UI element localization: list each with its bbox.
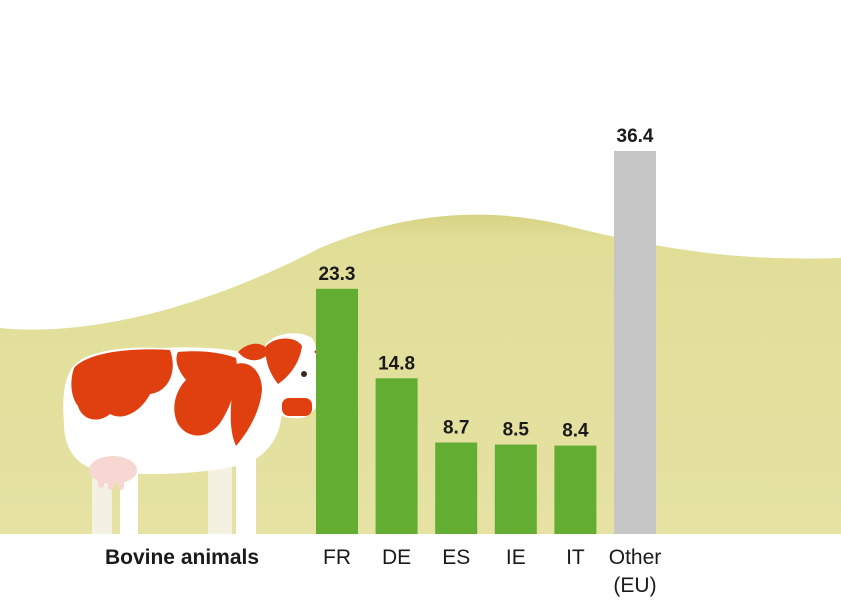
- bar-it: [554, 445, 597, 534]
- category-label-de: DE: [382, 546, 411, 569]
- category-label-es: ES: [442, 546, 470, 569]
- bar-ie: [494, 444, 537, 534]
- bars-layer: [316, 151, 656, 534]
- bar-fr: [316, 288, 358, 534]
- category-label-ie: IE: [506, 546, 526, 569]
- bar-de: [375, 378, 418, 534]
- bar-other-eu: [614, 151, 656, 534]
- value-label-it: 8.4: [562, 421, 589, 442]
- category-labels-layer: FR DE ES IE IT Other (EU): [323, 546, 661, 597]
- value-labels-layer: 23.3 14.8 8.7 8.5 8.4 36.4: [319, 126, 654, 442]
- category-label-it: IT: [566, 546, 585, 569]
- value-label-de: 14.8: [378, 353, 415, 374]
- value-label-fr: 23.3: [319, 264, 356, 285]
- value-label-es: 8.7: [443, 418, 469, 439]
- series-label: Bovine animals: [105, 546, 259, 569]
- bar-es: [435, 442, 478, 534]
- cow-illustration: [63, 333, 356, 534]
- category-label-other-eu: Other (EU): [609, 546, 662, 597]
- value-label-ie: 8.5: [503, 420, 530, 441]
- category-label-fr: FR: [323, 546, 351, 569]
- value-label-other-eu: 36.4: [617, 126, 654, 147]
